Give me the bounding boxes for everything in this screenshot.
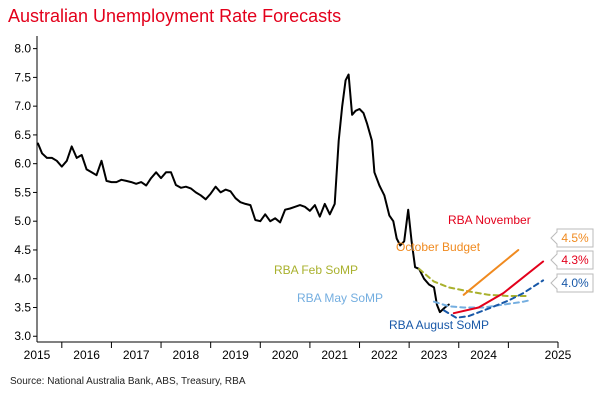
y-tick-label: 6.5 [14,128,31,142]
end-label-box [550,250,594,270]
y-tick-label: 5.0 [14,214,31,228]
series-line-actual [37,73,450,314]
x-tick-label: 2024 [470,348,497,362]
label-rba-feb-somp: RBA Feb SoMP [274,263,358,277]
y-tick-label: 3.5 [14,300,31,314]
y-tick-label: 8.0 [14,42,31,56]
label-rba-august-somp: RBA August SoMP [389,318,489,332]
label-october-budget: October Budget [396,240,481,254]
chart-title: Australian Unemployment Rate Forecasts [8,6,342,26]
x-tick-label: 2019 [222,348,249,362]
end-label-box [550,228,594,248]
x-tick-label: 2022 [371,348,398,362]
x-tick-label: 2023 [421,348,448,362]
x-tick-label: 2016 [73,348,100,362]
x-tick-label: 2015 [24,348,51,362]
source-note: Source: National Australia Bank, ABS, Tr… [10,376,246,387]
x-tick-label: 2018 [173,348,200,362]
end-label-value: 4.3% [561,253,589,267]
series-line-rba-may-somp [433,299,530,309]
y-tick-label: 6.0 [14,157,31,171]
y-tick-label: 4.5 [14,243,31,257]
x-tick-label: 2017 [123,348,150,362]
x-tick-label: 2025 [545,348,572,362]
end-value-labels: 4.5% 4.3% 4.0% [550,228,594,293]
series-labels: RBA November October Budget RBA Feb SoMP RB… [274,213,531,332]
end-label-value: 4.0% [561,276,589,290]
end-label-box [550,273,594,293]
axes: 3.0 3.5 4.0 4.5 5.0 5.5 6.0 6.5 7.0 7.5 8.0 2015 201… [14,36,572,362]
series-line-rba-november [452,260,545,315]
series-lines [37,73,545,319]
x-tick-label: 2020 [272,348,299,362]
series-line-rba-august-somp [442,279,545,319]
label-rba-may-somp: RBA May SoMP [297,291,383,305]
y-tick-label: 7.0 [14,99,31,113]
series-line-october-budget [462,249,520,296]
y-tick-label: 3.0 [14,329,31,343]
y-tick-label: 7.5 [14,70,31,84]
label-rba-november: RBA November [448,213,531,227]
end-label-value: 4.5% [561,231,589,245]
x-tick-label: 2021 [321,348,348,362]
y-tick-label: 4.0 [14,272,31,286]
y-tick-label: 5.5 [14,185,31,199]
